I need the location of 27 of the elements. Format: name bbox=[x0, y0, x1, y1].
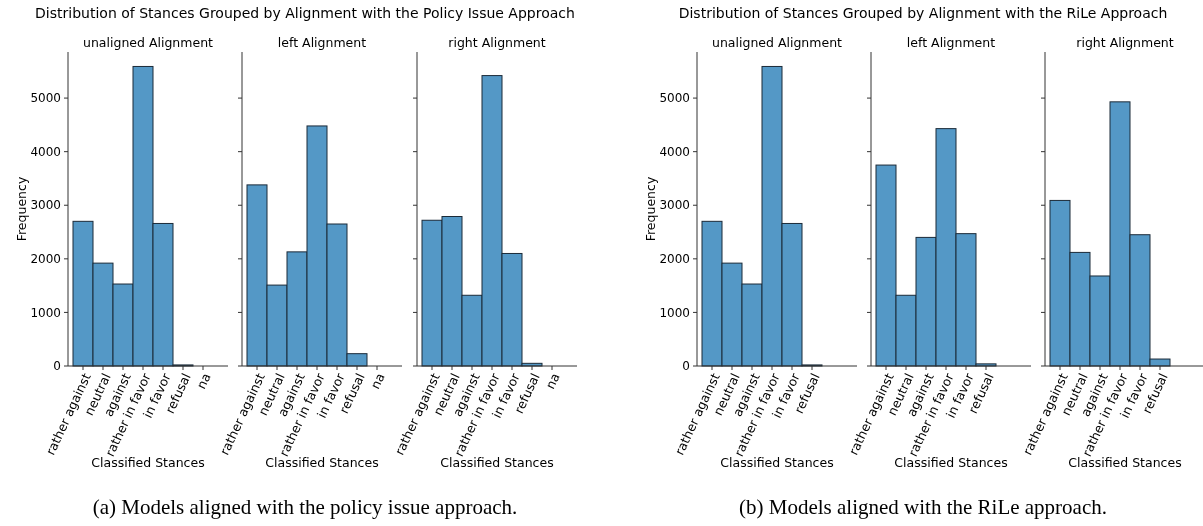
x-tick-label: na bbox=[367, 370, 388, 392]
y-tick-label: 2000 bbox=[30, 252, 61, 267]
y-tick-label: 4000 bbox=[659, 144, 690, 159]
y-tick-label: 5000 bbox=[659, 91, 690, 106]
x-tick-label: na bbox=[193, 370, 214, 392]
y-axis-title: Frequency bbox=[14, 176, 29, 242]
y-tick-label: 3000 bbox=[30, 198, 61, 213]
y-tick-label: 0 bbox=[53, 359, 61, 374]
chart-title: right Alignment bbox=[448, 35, 546, 50]
chart-title: unaligned Alignment bbox=[83, 35, 214, 50]
y-axis-title: Frequency bbox=[643, 176, 658, 242]
y-tick-label: 2000 bbox=[659, 252, 690, 267]
y-tick-label: 3000 bbox=[659, 198, 690, 213]
chart-title: right Alignment bbox=[1076, 35, 1174, 50]
chart-title: left Alignment bbox=[277, 35, 367, 50]
text: (a) Models aligned with the policy issue approach. bbox=[92, 495, 518, 519]
text: (b) Models aligned with the RiLe approach. bbox=[739, 495, 1107, 519]
y-tick-label: 0 bbox=[682, 359, 690, 374]
y-tick-label: 5000 bbox=[30, 91, 61, 106]
y-tick-label: 1000 bbox=[659, 305, 690, 320]
x-tick-label: na bbox=[542, 370, 563, 392]
y-tick-label: 1000 bbox=[30, 305, 61, 320]
chart-title: left Alignment bbox=[906, 35, 996, 50]
y-tick-label: 4000 bbox=[30, 144, 61, 159]
chart-title: unaligned Alignment bbox=[712, 35, 843, 50]
text: Distribution of Stances Grouped by Alignment with the RiLe Approach bbox=[678, 5, 1168, 21]
text: Distribution of Stances Grouped by Alignment with the Policy Issue Approach bbox=[35, 5, 575, 21]
